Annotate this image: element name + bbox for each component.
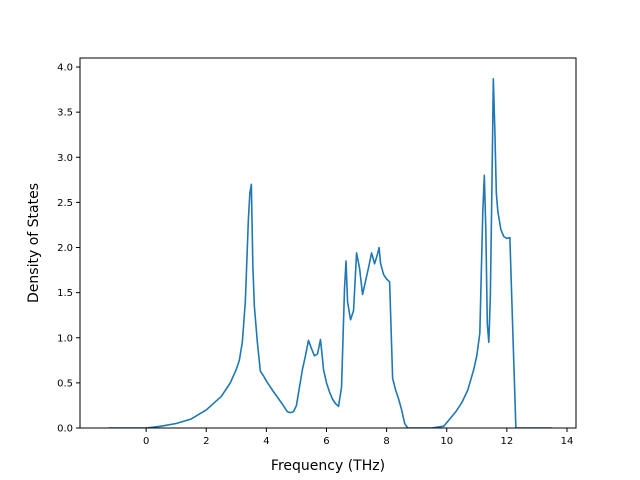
x-tick-label: 4: [263, 436, 269, 447]
y-tick-label: 0.0: [57, 424, 73, 435]
x-tick-label: 10: [440, 436, 453, 447]
x-tick-label: 0: [143, 436, 149, 447]
y-tick-label: 2.5: [57, 198, 73, 209]
dos-series-line-0: [108, 77, 552, 428]
x-tick-label: 2: [203, 436, 209, 447]
x-tick-label: 14: [561, 436, 574, 447]
x-tick-label: 12: [500, 436, 513, 447]
x-axis-ticks: 0 2 4 6 8 10 12 14: [143, 428, 573, 447]
x-tick-label: 6: [323, 436, 329, 447]
y-tick-label: 2.0: [57, 243, 73, 254]
y-tick-label: 3.5: [57, 108, 73, 119]
axes-frame: [79, 57, 577, 429]
y-tick-label: 1.5: [57, 288, 73, 299]
plot-area: [108, 77, 552, 428]
y-tick-label: 0.5: [57, 378, 73, 389]
x-axis-label: Frequency (THz): [271, 458, 385, 474]
y-tick-label: 4.0: [57, 63, 73, 74]
y-axis-ticks: 0.0 0.5 1.0 1.5 2.0 2.5 3.0 3.5 4.0: [57, 63, 80, 435]
y-axis-label: Density of States: [26, 183, 42, 303]
x-tick-label: 8: [383, 436, 389, 447]
y-tick-label: 1.0: [57, 333, 73, 344]
y-tick-label: 3.0: [57, 153, 73, 164]
